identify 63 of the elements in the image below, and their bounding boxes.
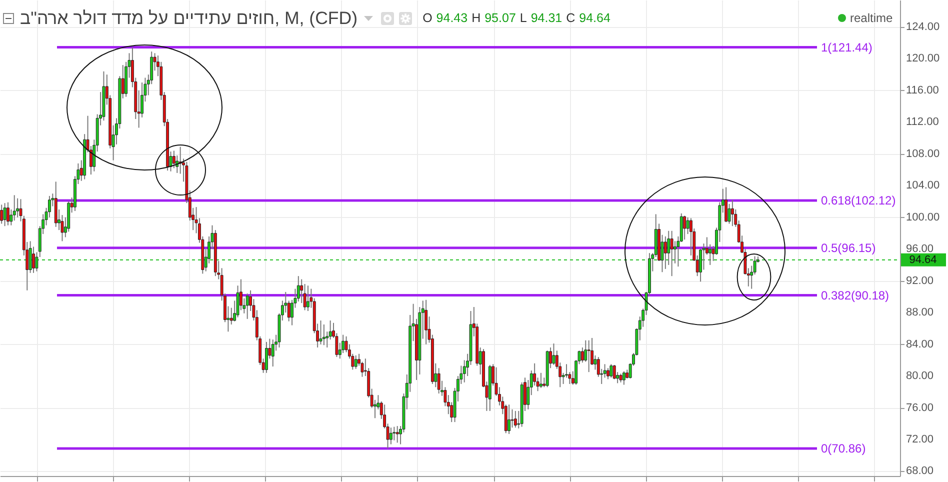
- candlestick: [12, 194, 16, 222]
- candlestick: [728, 203, 731, 224]
- candlestick: [606, 368, 610, 380]
- candlestick: [354, 354, 358, 370]
- candlestick: [389, 427, 392, 445]
- y-tick-label: 124.00: [906, 20, 940, 33]
- y-tick-label: 108.00: [906, 148, 940, 160]
- candlestick: [392, 426, 396, 441]
- candlestick: [322, 324, 326, 346]
- candlestick: [612, 364, 616, 380]
- candlestick: [3, 202, 6, 227]
- candlestick: [6, 202, 10, 226]
- text: O 94.43 H 95.07 L 94.31 C 94.64: [422, 11, 610, 25]
- candlestick: [552, 343, 556, 366]
- ref-line-label: 94.64: [909, 254, 937, 266]
- y-tick-label: 88.00: [906, 306, 934, 319]
- y-tick-label: 120.00: [906, 52, 940, 65]
- y-tick-label: 80.00: [906, 370, 934, 382]
- candlestick: [510, 408, 514, 428]
- candlestick: [724, 186, 728, 223]
- candlestick: [683, 215, 686, 240]
- y-tick-label: 76.00: [906, 402, 934, 414]
- candlestick: [306, 285, 310, 312]
- candlestick: [32, 246, 35, 274]
- candlestick: [664, 236, 667, 270]
- chart-title: חוזים עתידיים על מדד דולר ארה"ב, M, (CFD): [20, 8, 358, 28]
- candlestick: [246, 293, 249, 320]
- candlestick: [0, 204, 4, 224]
- candlestick: [396, 426, 399, 444]
- candlestick: [16, 198, 20, 218]
- candlestick: [539, 372, 542, 388]
- ref-line-label: 0.5(96.15): [821, 240, 876, 255]
- candlestick: [730, 199, 734, 227]
- candlestick: [622, 370, 626, 386]
- candlestick: [508, 404, 511, 434]
- candlestick: [172, 150, 176, 169]
- y-tick-label: 72.00: [906, 434, 934, 446]
- candlestick: [374, 399, 376, 419]
- candlestick: [303, 284, 306, 311]
- annotation: realtime: [850, 11, 893, 25]
- ref-line-label: 0.618(102.12): [821, 194, 896, 208]
- ref-line-label: 0(70.86): [821, 442, 866, 456]
- candlestick: [670, 230, 674, 277]
- candlestick: [514, 410, 517, 428]
- candlestick: [587, 340, 590, 373]
- y-tick-label: 116.00: [906, 84, 939, 96]
- candlestick: [580, 346, 584, 364]
- y-tick-label: 96.00: [906, 243, 934, 256]
- y-tick-label: 112.00: [906, 116, 939, 128]
- candlestick: [424, 299, 428, 345]
- ref-line-label: 0.382(90.18): [821, 288, 890, 302]
- y-tick-label: 100.00: [906, 211, 940, 224]
- y-tick-label: 104.00: [906, 180, 940, 192]
- y-tick-label: 84.00: [906, 338, 934, 350]
- candlestick: [437, 368, 440, 394]
- candlestick: [265, 341, 268, 374]
- candlestick: [686, 216, 690, 235]
- candlestick: [319, 320, 322, 345]
- y-tick-label: 68.00: [906, 465, 934, 478]
- candlestick: [271, 339, 274, 368]
- candlestick: [610, 364, 613, 378]
- ref-line-label: 1(121.44): [821, 40, 872, 54]
- y-tick-label: 92.00: [906, 274, 934, 287]
